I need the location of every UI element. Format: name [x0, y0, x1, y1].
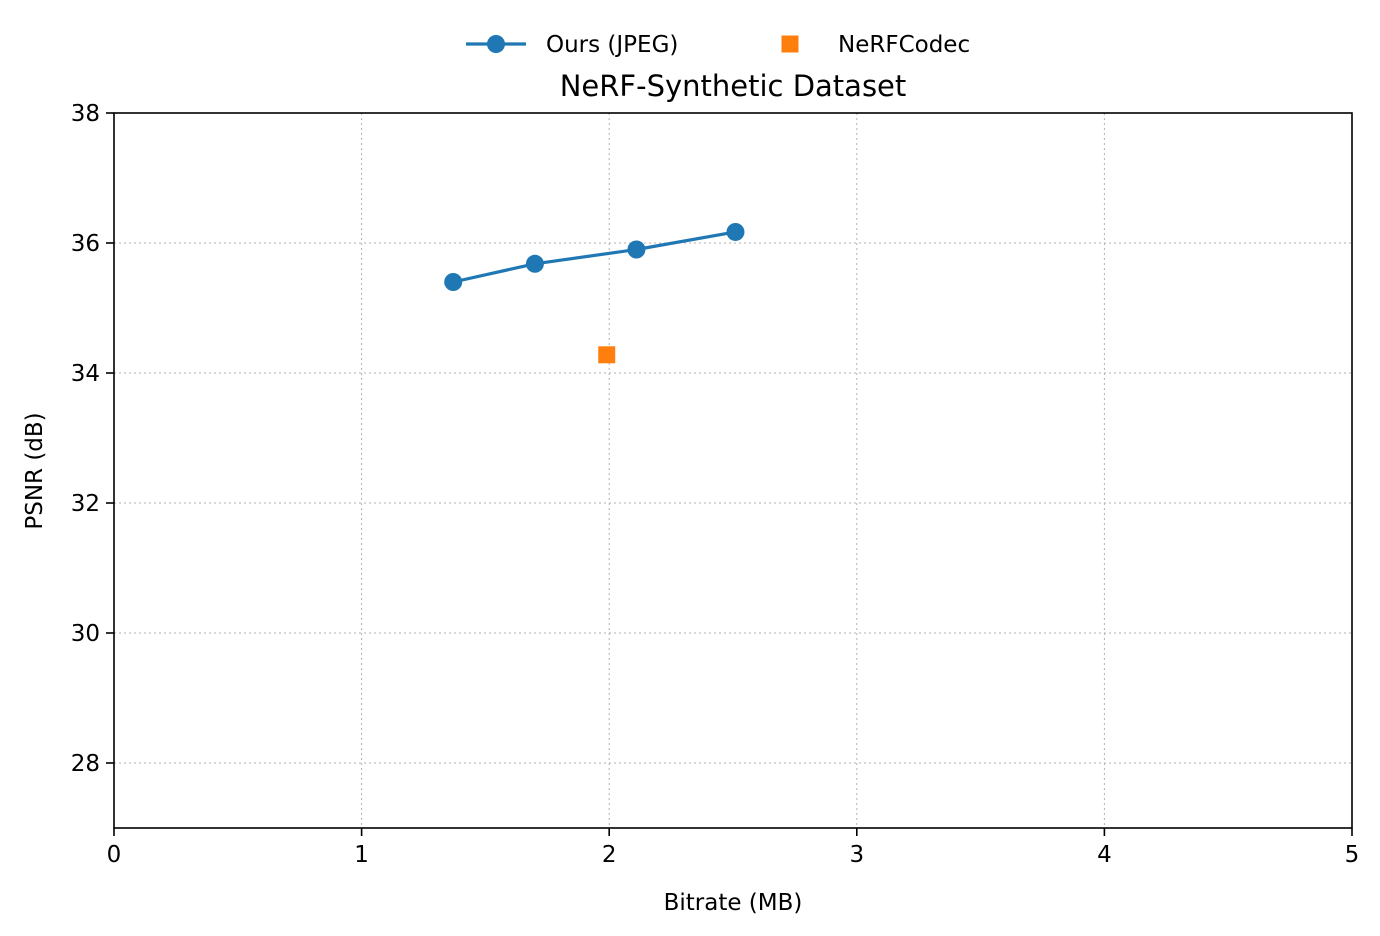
series-ours-jpeg: [444, 222, 745, 291]
y-tick-label: 38: [71, 101, 100, 127]
legend-label: Ours (JPEG): [546, 32, 678, 58]
legend: Ours (JPEG) NeRFCodec: [466, 32, 970, 58]
data-point: [627, 240, 646, 259]
chart-title: NeRF-Synthetic Dataset: [560, 69, 907, 103]
grid-lines: [113, 112, 1353, 828]
series-line: [452, 230, 736, 284]
legend-marker: [487, 35, 505, 53]
x-axis-title: Bitrate (MB): [664, 890, 803, 916]
plot-series: [444, 222, 745, 364]
data-point: [444, 273, 463, 291]
y-tick-label: 28: [71, 751, 100, 777]
data-point: [726, 222, 745, 241]
x-tick-label: 4: [1097, 842, 1112, 868]
plot-frame: [113, 112, 1353, 829]
series-nerfcodec: [598, 346, 616, 364]
data-point: [525, 254, 544, 273]
legend-item: NeRFCodec: [781, 32, 970, 58]
y-tick-label: 32: [71, 491, 100, 517]
x-tick-label: 2: [602, 842, 617, 868]
legend-item: Ours (JPEG): [466, 32, 678, 58]
y-axis-title: PSNR (dB): [22, 412, 48, 529]
legend-marker: [781, 35, 799, 53]
x-tick-label: 0: [107, 842, 122, 868]
data-point: [598, 346, 616, 364]
x-tick-label: 3: [849, 842, 864, 868]
y-tick-label: 34: [71, 361, 100, 387]
y-tick-label: 36: [71, 231, 100, 257]
x-tick-label: 5: [1345, 842, 1360, 868]
legend-label: NeRFCodec: [838, 32, 970, 58]
x-tick-label: 1: [354, 842, 369, 868]
y-tick-label: 30: [71, 621, 100, 647]
